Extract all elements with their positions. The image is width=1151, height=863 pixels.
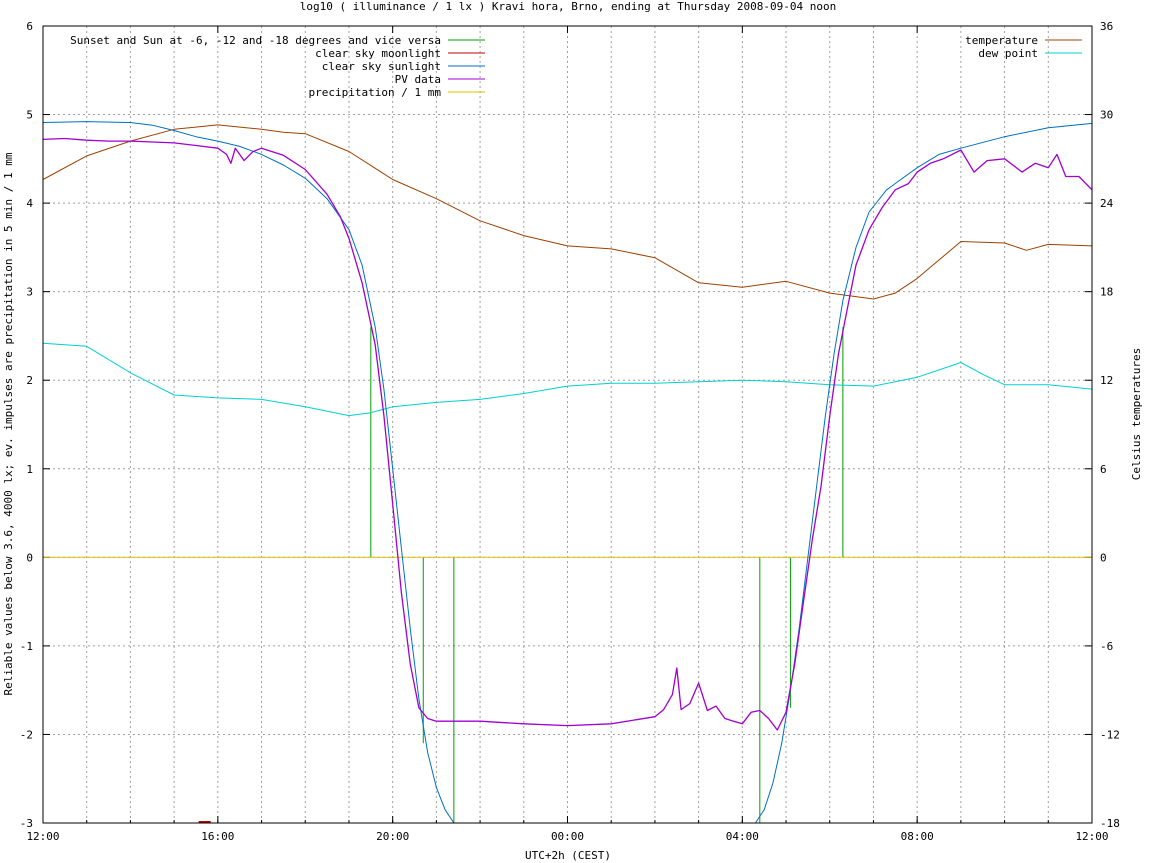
y-tick-label: -2 — [20, 728, 33, 741]
y-tick-label: 0 — [26, 551, 33, 564]
x-tick-label: 12:00 — [1075, 830, 1108, 843]
y-tick-label: 1 — [26, 463, 33, 476]
y-tick-label: 2 — [26, 374, 33, 387]
x-tick-label: 12:00 — [26, 830, 59, 843]
y-tick-label: -1 — [20, 640, 33, 653]
legend-label: Sunset and Sun at -6, -12 and -18 degree… — [70, 34, 441, 47]
legend-label: clear sky sunlight — [322, 60, 441, 73]
legend-label: temperature — [965, 34, 1038, 47]
y-tick-label: 5 — [26, 109, 33, 122]
y-tick-label: -3 — [20, 817, 33, 830]
y2-tick-label: 6 — [1100, 463, 1107, 476]
legend-left: Sunset and Sun at -6, -12 and -18 degree… — [70, 34, 485, 99]
series-pv — [42, 137, 1093, 731]
y2-tick-label: 30 — [1100, 109, 1113, 122]
x-tick-label: 08:00 — [901, 830, 934, 843]
legend-label: PV data — [395, 73, 441, 86]
y2-tick-label: 12 — [1100, 374, 1113, 387]
x-axis-label: UTC+2h (CEST) — [525, 849, 611, 862]
y2-tick-label: 18 — [1100, 286, 1113, 299]
plot-frame — [42, 25, 1093, 824]
y2-tick-label: -6 — [1100, 640, 1113, 653]
y-axis-label: Reliable values below 3.6, 4000 lx; ev. … — [2, 152, 15, 695]
y-tick-label: 3 — [26, 286, 33, 299]
y-tick-label: 6 — [26, 20, 33, 33]
plot-series — [42, 121, 1093, 824]
axes: 12:00 16:00 20:00 00:00 04:00 08:00 12:00-3-2-… — [20, 20, 1120, 843]
legend-label: dew point — [978, 47, 1038, 60]
x-tick-label: 20:00 — [376, 830, 409, 843]
series-dewpoint — [42, 342, 1093, 417]
legend-label: precipitation / 1 mm — [309, 86, 442, 99]
series-sunlight — [42, 121, 1093, 824]
x-tick-label: 16:00 — [201, 830, 234, 843]
y2-tick-label: -12 — [1100, 728, 1120, 741]
y-tick-label: 4 — [26, 197, 33, 210]
y2-tick-label: 36 — [1100, 20, 1113, 33]
y2-tick-label: 0 — [1100, 551, 1107, 564]
y2-tick-label: -18 — [1100, 817, 1120, 830]
chart-title: log10 ( illuminance / 1 lx ) Kravi hora,… — [300, 0, 836, 13]
x-tick-label: 00:00 — [551, 830, 584, 843]
y2-axis-label: Celsius temperatures — [1130, 348, 1143, 480]
x-tick-label: 04:00 — [726, 830, 759, 843]
legend-label: clear sky moonlight — [315, 47, 441, 60]
y2-tick-label: 24 — [1100, 197, 1114, 210]
series-temperature — [42, 124, 1093, 300]
